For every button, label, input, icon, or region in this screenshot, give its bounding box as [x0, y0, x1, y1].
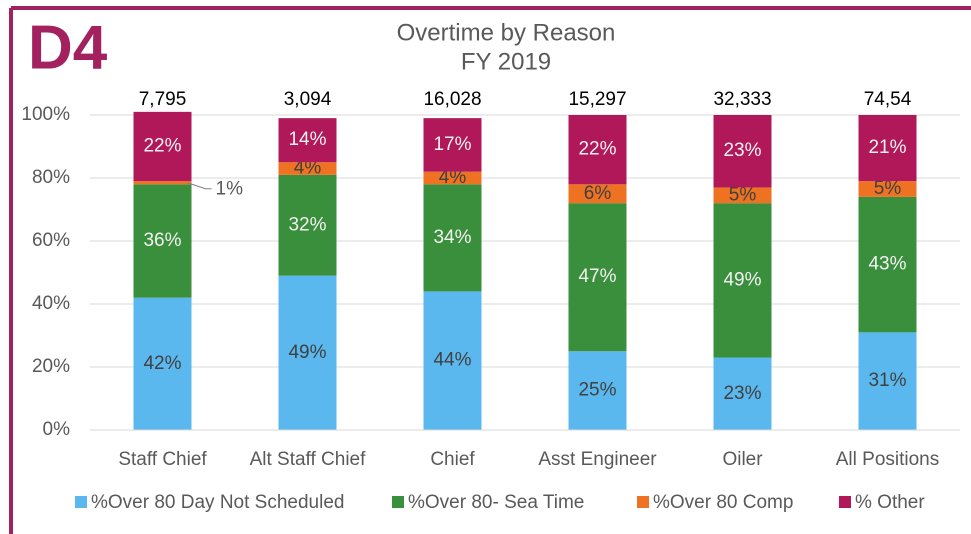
x-tick-label: Staff Chief — [118, 449, 207, 470]
leader-line — [187, 182, 212, 190]
chart-subtitle: FY 2019 — [461, 48, 551, 75]
data-label: 4% — [294, 158, 322, 179]
data-label: 43% — [868, 254, 906, 275]
data-label: 17% — [433, 134, 471, 155]
bar-segment — [568, 203, 627, 352]
legend-label: %Over 80 Comp — [653, 492, 793, 513]
bar-total: 3,094 — [284, 89, 332, 110]
data-label: 23% — [723, 383, 761, 404]
legend-label: %Over 80 Day Not Scheduled — [91, 492, 344, 513]
data-label: 31% — [868, 370, 906, 391]
bar-total: 15,297 — [568, 89, 626, 110]
y-tick-label: 0% — [43, 419, 71, 440]
data-label: 34% — [433, 227, 471, 248]
data-label: 42% — [143, 353, 181, 374]
bar-segment — [858, 196, 917, 333]
data-label: 44% — [433, 350, 471, 371]
data-label: 22% — [143, 136, 181, 157]
badge: D4 — [28, 13, 108, 82]
legend-swatch — [839, 496, 851, 508]
data-label: 5% — [874, 178, 902, 199]
bar-total: 7,795 — [139, 89, 187, 110]
bar-segment — [713, 357, 772, 430]
bar-segment — [133, 181, 192, 185]
bar-segment — [133, 297, 192, 430]
bar-segment — [713, 115, 772, 188]
y-tick-label: 100% — [21, 104, 70, 125]
data-label: 22% — [578, 139, 616, 160]
bar-segment — [568, 351, 627, 430]
bar-segment — [568, 184, 627, 204]
data-label: 49% — [288, 342, 326, 363]
bar-segment — [133, 111, 192, 182]
data-label: 25% — [578, 380, 616, 401]
bar-segment — [713, 203, 772, 358]
y-tick-label: 20% — [32, 356, 70, 377]
bar-segment — [133, 184, 192, 298]
y-tick-label: 80% — [32, 167, 70, 188]
data-label: 6% — [584, 183, 612, 204]
legend-swatch — [392, 496, 404, 508]
y-tick-label: 40% — [32, 293, 70, 314]
bar-total: 16,028 — [423, 89, 481, 110]
bar-segment — [423, 171, 482, 185]
data-label: 5% — [729, 184, 757, 205]
bar-segment — [423, 184, 482, 292]
bar-segment — [278, 174, 337, 276]
data-label: 4% — [439, 167, 467, 188]
bar-segment — [278, 118, 337, 163]
bar-segment — [423, 291, 482, 430]
data-label: 32% — [288, 214, 326, 235]
x-tick-label: Alt Staff Chief — [250, 449, 367, 470]
data-label: 36% — [143, 230, 181, 251]
x-tick-label: Chief — [430, 449, 475, 470]
bar-segment — [423, 118, 482, 172]
x-tick-label: Asst Engineer — [538, 449, 657, 470]
data-label: 14% — [288, 129, 326, 150]
data-label: 47% — [578, 266, 616, 287]
bar-total: 32,333 — [713, 89, 771, 110]
legend-label: %Over 80- Sea Time — [408, 492, 584, 513]
data-label: 1% — [216, 179, 244, 200]
data-label: 21% — [868, 137, 906, 158]
bar-segment — [278, 162, 337, 175]
chart-title: Overtime by Reason — [397, 19, 616, 46]
bar-segment — [858, 181, 917, 197]
bar-segment — [858, 115, 917, 182]
bar-segment — [713, 187, 772, 204]
bar-segment — [278, 275, 337, 430]
legend-label: % Other — [855, 492, 925, 513]
x-tick-label: All Positions — [836, 449, 940, 470]
data-label: 23% — [723, 140, 761, 161]
legend-swatch — [75, 496, 87, 508]
bar-segment — [858, 332, 917, 430]
legend-swatch — [637, 496, 649, 508]
bar-total: 74,54 — [864, 89, 912, 110]
bar-segment — [568, 115, 627, 185]
y-tick-label: 60% — [32, 230, 70, 251]
data-label: 49% — [723, 269, 761, 290]
x-tick-label: Oiler — [722, 449, 763, 470]
